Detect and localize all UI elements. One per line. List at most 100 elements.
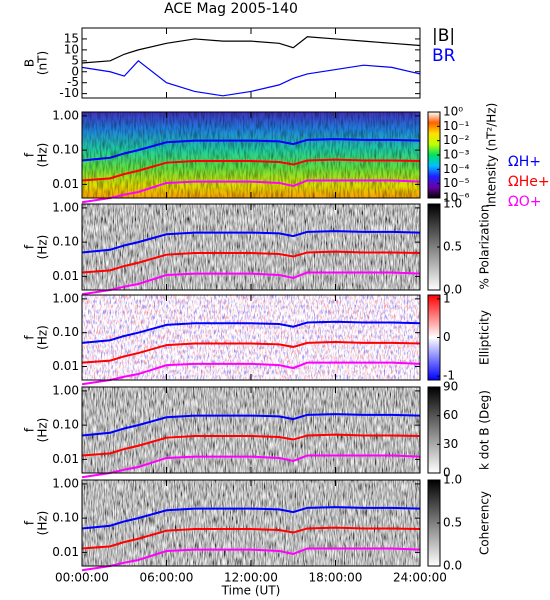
- y-tick-label: 1.00: [52, 476, 79, 490]
- y-axis-label: f: [23, 427, 37, 432]
- colorbar-tick-label: 10⁻⁶: [443, 191, 470, 205]
- colorbar-tick-label: 30: [443, 437, 458, 451]
- y-axis-label: (Hz): [36, 511, 50, 536]
- legend-label: ΩHe+: [508, 174, 550, 190]
- colorbar: [427, 386, 441, 474]
- y-axis-label: (Hz): [36, 325, 50, 350]
- y-axis-label: f: [23, 335, 37, 340]
- colorbar-tick-label: 90: [443, 380, 458, 394]
- y-axis-label: B: [23, 59, 37, 67]
- colorbar-label: Intensity (nT²/Hz): [485, 103, 499, 208]
- series-line: [81, 547, 421, 572]
- y-tick-label: 5: [71, 53, 79, 67]
- colorbar-tick-label: 10⁰: [443, 105, 463, 119]
- colorbar-tick-label: 0.5: [443, 516, 462, 530]
- y-tick-label: 1.00: [52, 108, 79, 122]
- panel: 0.01 0.10 1.00 f (Hz) -1 0 1 Ellipticity: [23, 291, 492, 386]
- y-axis-label: f: [23, 244, 37, 249]
- y-tick-label: 1.00: [52, 200, 79, 214]
- colorbar-tick-label: 10⁻¹: [443, 119, 470, 133]
- colorbar-tick-label: 10⁻⁴: [443, 162, 470, 176]
- panel: 0.01 0.10 1.00 f (Hz) 0.0 0.5 1.0 % Polarization: [23, 197, 492, 297]
- colorbar-tick-label: 10⁻⁵: [443, 176, 470, 190]
- y-tick-label: 0.10: [52, 325, 79, 339]
- y-tick-label: 0.10: [52, 418, 79, 432]
- x-tick-label: 06:00:00: [140, 571, 194, 585]
- legend-label: BR: [432, 46, 456, 66]
- legend-label: ΩH+: [508, 154, 541, 170]
- y-tick-label: 0.10: [52, 235, 79, 249]
- legend-label: ΩO+: [508, 194, 541, 210]
- y-tick-label: -5: [67, 75, 79, 89]
- colorbar-label: k dot B (Deg): [478, 390, 492, 470]
- series-line: [81, 250, 421, 274]
- chart-title: ACE Mag 2005-140: [164, 1, 298, 17]
- colorbar-tick-label: 1.0: [443, 473, 462, 487]
- colorbar-tick-label: 60: [443, 408, 458, 422]
- series-line: [81, 341, 421, 364]
- series-line: [81, 158, 421, 182]
- y-tick-label: 0.01: [52, 359, 79, 373]
- plot-frame: [81, 27, 421, 99]
- y-tick-label: -10: [59, 86, 79, 100]
- y-tick-label: 1.00: [52, 383, 79, 397]
- colorbar-label: Coherency: [478, 491, 492, 555]
- panel: 0.01 0.10 1.00 f (Hz) 0 30 60 90 k dot B (Deg): [23, 380, 492, 480]
- y-tick-label: 0: [71, 64, 79, 78]
- y-tick-label: 0.01: [52, 177, 79, 191]
- colorbar-label: % Polarization: [478, 205, 492, 290]
- series-line: [81, 271, 421, 296]
- series-line: [81, 433, 421, 457]
- y-tick-label: 15: [64, 31, 79, 45]
- y-tick-label: 10: [64, 42, 79, 56]
- y-tick-label: 1.00: [52, 291, 79, 305]
- colorbar-tick-label: 0: [443, 330, 451, 344]
- y-tick-label: 0.10: [52, 511, 79, 525]
- x-tick-label: 00:00:00: [55, 571, 109, 585]
- panel: 0.01 0.10 1.00 f (Hz) 10⁰10⁻¹10⁻²10⁻³10⁻⁴10⁻⁵…: [23, 103, 550, 210]
- series-line: [81, 361, 421, 386]
- y-tick-label: 0.10: [52, 143, 79, 157]
- spectrogram-texture: [82, 295, 420, 380]
- colorbar-tick-label: 0.0: [443, 559, 462, 573]
- y-tick-label: 0.01: [52, 452, 79, 466]
- y-tick-label: 0.01: [52, 269, 79, 283]
- spectrogram-bg: [82, 387, 420, 473]
- colorbar-label: Ellipticity: [478, 310, 492, 365]
- y-axis-label: (Hz): [36, 418, 50, 443]
- series-line: [81, 179, 421, 204]
- x-axis-label: Time (UT): [221, 584, 281, 598]
- spectrogram-bg: [82, 204, 420, 290]
- legend-label: |B|: [432, 26, 455, 46]
- series-line: [81, 60, 421, 97]
- colorbar-tick-label: 10⁻²: [443, 133, 470, 147]
- spectrogram-bg: [82, 480, 420, 566]
- series-line: [81, 506, 421, 530]
- x-tick-label: 12:00:00: [224, 571, 278, 585]
- series-line: [81, 36, 421, 64]
- colorbar-tick-label: 10⁻³: [443, 148, 470, 162]
- series-line: [81, 526, 421, 550]
- colorbar-tick-label: -1: [443, 369, 455, 383]
- colorbar-tick-label: 0: [443, 466, 451, 480]
- y-axis-label: (Hz): [36, 143, 50, 168]
- series-line: [81, 454, 421, 479]
- series-line: [81, 413, 421, 437]
- y-axis-label: f: [23, 520, 37, 525]
- colorbar-tick-label: 1: [443, 291, 451, 305]
- spectrogram-texture: [82, 112, 420, 198]
- colorbar-tick-label: 0.0: [443, 283, 462, 297]
- series-line: [81, 138, 421, 162]
- panel: 0.01 0.10 1.00 f (Hz) 00:00:00 06:00:00 12:00:0…: [23, 473, 492, 598]
- x-tick-label: 18:00:00: [309, 571, 363, 585]
- colorbar-tick-label: 1.0: [443, 197, 462, 211]
- y-axis-label: (Hz): [36, 235, 50, 260]
- series-line: [81, 230, 421, 254]
- colorbar-tick-label: 0.5: [443, 240, 462, 254]
- y-axis-label: f: [23, 152, 37, 157]
- y-tick-label: 0.01: [52, 545, 79, 559]
- y-axis-label: (nT): [36, 51, 50, 75]
- x-tick-label: 24:00:00: [393, 571, 447, 585]
